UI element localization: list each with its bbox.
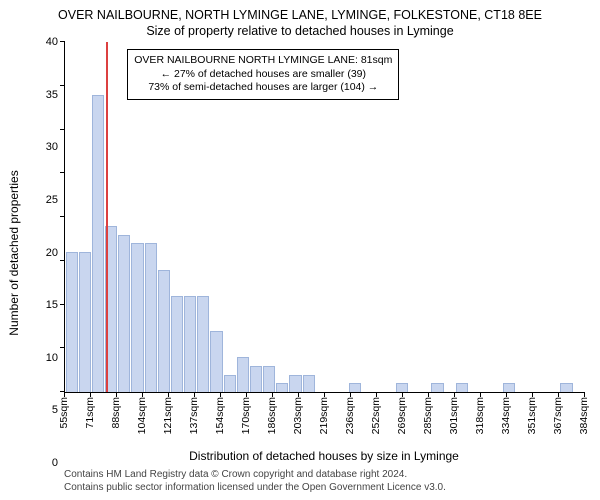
- x-tick-label: 154sqm: [214, 397, 226, 434]
- chart-title-line1: OVER NAILBOURNE, NORTH LYMINGE LANE, LYM…: [16, 8, 584, 22]
- histogram-bar: [349, 383, 361, 392]
- x-tick-label: 121sqm: [162, 397, 174, 434]
- y-axis-label-wrap: Number of detached properties: [16, 42, 34, 463]
- y-tick-label: 35: [46, 89, 58, 101]
- histogram-bar: [456, 383, 468, 392]
- histogram-bar: [237, 357, 249, 392]
- histogram-bar: [263, 366, 275, 392]
- x-tick-label: 104sqm: [136, 397, 148, 434]
- y-tick-mark: [60, 347, 65, 348]
- x-tick-label: 318sqm: [474, 397, 486, 434]
- y-tick-label: 40: [46, 36, 58, 48]
- y-tick-mark: [60, 129, 65, 130]
- chart-container: OVER NAILBOURNE, NORTH LYMINGE LANE, LYM…: [0, 0, 600, 500]
- histogram-bar: [210, 331, 222, 392]
- x-tick-label: 252sqm: [370, 397, 382, 434]
- histogram-bar: [250, 366, 262, 392]
- x-tick-label: 55sqm: [58, 397, 70, 429]
- reference-marker-line: [106, 42, 108, 392]
- histogram-bar: [560, 383, 572, 392]
- y-tick-label: 10: [46, 352, 58, 364]
- y-tick-mark: [60, 172, 65, 173]
- x-tick-label: 236sqm: [344, 397, 356, 434]
- y-tick-label: 20: [46, 247, 58, 259]
- x-tick-label: 367sqm: [552, 397, 564, 434]
- x-tick-label: 203sqm: [292, 397, 304, 434]
- histogram-bar: [289, 375, 301, 393]
- chart-title-line2: Size of property relative to detached ho…: [16, 24, 584, 38]
- y-tick-label: 30: [46, 141, 58, 153]
- histogram-bar: [131, 243, 143, 392]
- plot-area: OVER NAILBOURNE NORTH LYMINGE LANE: 81sq…: [64, 42, 584, 393]
- histogram-bar: [66, 252, 78, 392]
- histogram-bar: [224, 375, 236, 393]
- chart-body: Number of detached properties 0510152025…: [16, 42, 584, 463]
- histogram-bar: [79, 252, 91, 392]
- footer-attribution: Contains HM Land Registry data © Crown c…: [16, 469, 584, 494]
- x-axis-label: Distribution of detached houses by size …: [64, 449, 584, 463]
- y-tick-mark: [60, 41, 65, 42]
- x-tick-label: 88sqm: [110, 397, 122, 429]
- histogram-bar: [92, 95, 104, 393]
- annotation-line3: 73% of semi-detached houses are larger (…: [134, 81, 392, 95]
- x-tick-label: 384sqm: [578, 397, 590, 434]
- histogram-bar: [118, 235, 130, 393]
- y-tick-label: 15: [46, 299, 58, 311]
- histogram-bar: [396, 383, 408, 392]
- plot-column: OVER NAILBOURNE NORTH LYMINGE LANE: 81sq…: [64, 42, 584, 463]
- x-tick-label: 334sqm: [500, 397, 512, 434]
- histogram-bar: [431, 383, 443, 392]
- x-tick-label: 301sqm: [448, 397, 460, 434]
- footer-line1: Contains HM Land Registry data © Crown c…: [64, 469, 584, 482]
- histogram-bar: [303, 375, 315, 393]
- histogram-bar: [184, 296, 196, 392]
- x-tick-label: 186sqm: [266, 397, 278, 434]
- histogram-bar: [145, 243, 157, 392]
- x-tick-label: 351sqm: [526, 397, 538, 434]
- histogram-bar: [276, 383, 288, 392]
- y-tick-label: 0: [52, 457, 58, 469]
- histogram-bar: [503, 383, 515, 392]
- annotation-line1: OVER NAILBOURNE NORTH LYMINGE LANE: 81sq…: [134, 54, 392, 68]
- footer-line2: Contains public sector information licen…: [64, 482, 584, 495]
- x-tick-label: 285sqm: [422, 397, 434, 434]
- x-tick-label: 269sqm: [396, 397, 408, 434]
- x-tick-label: 137sqm: [188, 397, 200, 434]
- histogram-bar: [171, 296, 183, 392]
- x-tick-label: 71sqm: [84, 397, 96, 429]
- x-tick-label: 170sqm: [240, 397, 252, 434]
- y-tick-mark: [60, 216, 65, 217]
- x-tick-label: 219sqm: [318, 397, 330, 434]
- x-axis-ticks: 55sqm71sqm88sqm104sqm121sqm137sqm154sqm1…: [64, 393, 584, 447]
- histogram-bar: [197, 296, 209, 392]
- annotation-line2: ← 27% of detached houses are smaller (39…: [134, 68, 392, 82]
- y-axis-label: Number of detached properties: [7, 170, 21, 335]
- y-tick-mark: [60, 260, 65, 261]
- y-tick-mark: [60, 304, 65, 305]
- annotation-box: OVER NAILBOURNE NORTH LYMINGE LANE: 81sq…: [127, 49, 399, 100]
- histogram-bar: [158, 270, 170, 393]
- y-tick-label: 25: [46, 194, 58, 206]
- y-tick-mark: [60, 85, 65, 86]
